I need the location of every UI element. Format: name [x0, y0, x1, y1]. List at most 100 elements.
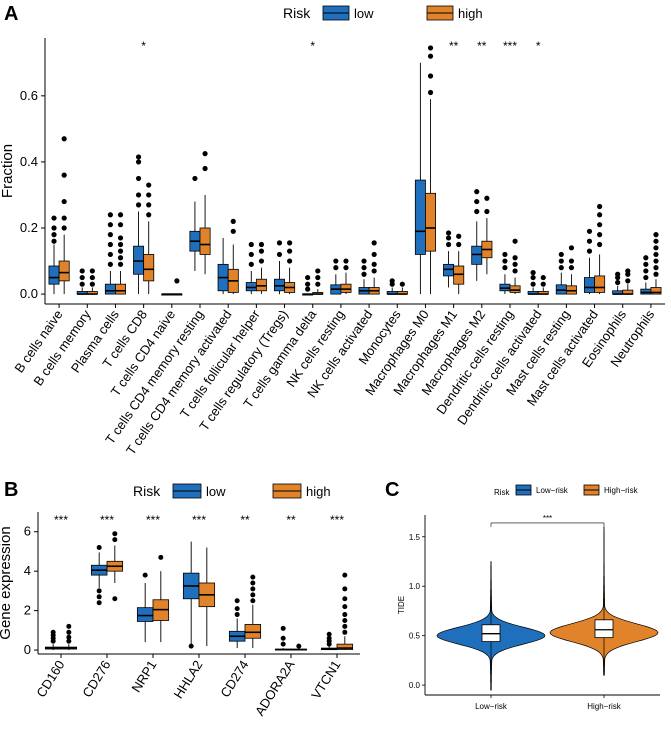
outlier-point: [250, 574, 256, 580]
outlier-point: [427, 89, 434, 96]
outlier-point: [502, 258, 508, 264]
outlier-point: [305, 286, 311, 292]
box-high-vtcn1: [336, 572, 354, 651]
box-high-cd160: [60, 623, 78, 651]
outlier-point: [146, 192, 152, 198]
box-high-t-cells-cd8: [143, 182, 155, 295]
box-high-cd276: [106, 531, 124, 602]
y-tick-label: 0.4: [20, 154, 38, 169]
box-iqr: [244, 624, 262, 639]
box-high-neutrophils: [650, 232, 662, 295]
box-low-b-cells-memory: [76, 268, 88, 295]
outlier-point: [653, 251, 659, 258]
box-high-nk-cells-activated: [368, 240, 380, 295]
outlier-point: [89, 274, 95, 281]
outlier-point: [389, 278, 395, 284]
outlier-point: [79, 274, 85, 281]
outlier-point: [135, 159, 142, 165]
legend-entry-low-risk: Low−risk: [536, 486, 569, 495]
outlier-point: [258, 258, 265, 264]
outlier-point: [361, 258, 367, 264]
outlier-point: [586, 228, 593, 234]
outlier-point: [234, 612, 240, 618]
outlier-point: [250, 586, 256, 592]
outlier-point: [51, 232, 57, 238]
box-low-nrp1: [136, 572, 154, 643]
outlier-point: [188, 643, 194, 649]
legend-entry-low: low: [206, 484, 226, 499]
outlier-point: [296, 643, 302, 649]
outlier-point: [280, 635, 286, 641]
significance-label-cd160: ***: [54, 513, 68, 527]
outlier-point: [597, 212, 603, 218]
y-tick-label: 0.2: [20, 220, 38, 235]
violin-high-risk: [549, 526, 659, 676]
x-tick-label-high-risk: High−risk: [587, 702, 622, 711]
panel-label: C: [385, 479, 399, 501]
outlier-point: [51, 215, 57, 221]
outlier-point: [427, 73, 434, 79]
box-low-cd160: [44, 629, 62, 651]
outlier-point: [342, 586, 348, 592]
outlier-point: [280, 641, 286, 647]
y-tick-label: 2: [24, 603, 31, 618]
outlier-point: [653, 232, 659, 238]
outlier-point: [51, 238, 57, 244]
outlier-point: [250, 598, 256, 604]
box-iqr: [273, 278, 285, 292]
box-iqr: [136, 607, 154, 622]
outlier-point: [427, 45, 434, 51]
y-axis-title: Fraction: [0, 144, 16, 198]
outlier-point: [248, 261, 254, 267]
box-iqr: [594, 275, 606, 293]
outlier-point: [597, 232, 603, 238]
outlier-point: [643, 274, 649, 281]
outlier-point: [305, 281, 311, 287]
outlier-point: [530, 274, 536, 281]
box-iqr: [199, 227, 211, 255]
outlier-point: [445, 235, 452, 241]
outlier-point: [653, 265, 659, 271]
outlier-point: [202, 165, 208, 172]
outlier-point: [342, 623, 348, 629]
y-tick-label: 4: [24, 563, 31, 578]
outlier-point: [112, 531, 118, 537]
outlier-point: [142, 572, 148, 578]
outlier-point: [342, 617, 348, 623]
box-low-mast-cells-activated: [584, 228, 595, 295]
outlier-point: [568, 258, 575, 264]
box-low-monocytes: [386, 278, 398, 295]
outlier-point: [342, 629, 348, 635]
outlier-point: [305, 274, 311, 281]
y-axis-title: TIDE: [397, 596, 406, 614]
outlier-point: [315, 274, 321, 281]
outlier-point: [445, 230, 452, 236]
outlier-point: [653, 271, 659, 277]
x-tick-label-adora2a: ADORA2A: [252, 657, 298, 718]
legend: Risk Low−risk High−risk: [494, 484, 639, 497]
outlier-point: [653, 258, 659, 264]
outlier-point: [540, 281, 546, 287]
box-high-t-cells-cd4-memory-activated: [227, 218, 239, 295]
outlier-point: [474, 189, 480, 195]
outlier-point: [371, 251, 377, 258]
outlier-point: [287, 240, 293, 246]
outlier-point: [502, 265, 508, 271]
outlier-point: [234, 606, 240, 612]
box-high-t-cells-follicular-helper: [255, 241, 267, 295]
box-iqr: [509, 285, 521, 293]
outlier-point: [66, 638, 72, 644]
box-iqr: [443, 263, 455, 277]
significance-label-cd276: ***: [100, 513, 114, 527]
legend-entry-high: high: [458, 6, 483, 21]
box-iqr: [565, 285, 577, 295]
outlier-point: [502, 251, 508, 258]
box-iqr: [143, 254, 155, 282]
outlier-point: [96, 594, 102, 600]
outlier-point: [625, 268, 631, 274]
outlier-point: [117, 255, 124, 261]
box-high-macrophages-m1: [453, 233, 465, 295]
y-tick-label: 1.5: [409, 533, 421, 542]
significance-label-dendritic-cells-activated: *: [536, 39, 541, 53]
